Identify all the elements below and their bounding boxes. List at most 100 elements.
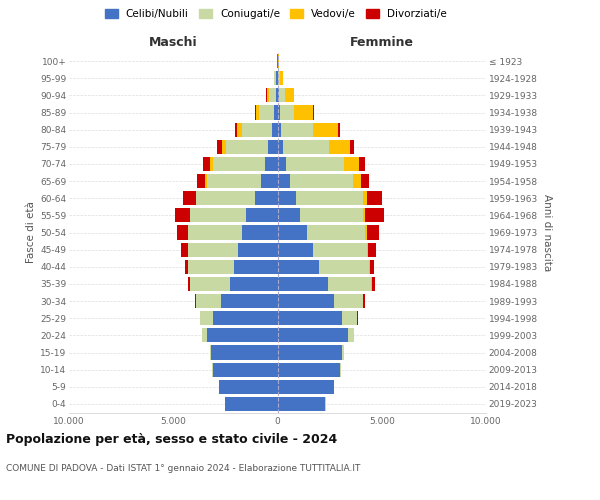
Bar	[357, 311, 358, 325]
Bar	[277, 397, 325, 411]
Bar	[277, 362, 340, 376]
Bar	[286, 157, 344, 171]
Bar	[242, 122, 272, 136]
Bar	[196, 191, 254, 205]
Bar	[313, 122, 338, 136]
Bar	[363, 208, 365, 222]
Bar	[203, 157, 210, 171]
Bar	[363, 294, 365, 308]
Bar	[280, 106, 294, 120]
Bar	[254, 191, 277, 205]
Y-axis label: Anni di nascita: Anni di nascita	[542, 194, 552, 271]
Bar	[200, 311, 213, 325]
Bar	[329, 140, 350, 154]
Bar	[222, 140, 226, 154]
Bar	[281, 122, 313, 136]
Bar	[254, 106, 256, 120]
Bar	[370, 260, 374, 274]
Bar	[285, 88, 293, 102]
Bar	[350, 140, 354, 154]
Bar	[278, 71, 280, 85]
Bar	[277, 380, 334, 394]
Bar	[210, 346, 211, 360]
Bar	[283, 140, 329, 154]
Bar	[342, 311, 357, 325]
Bar	[267, 88, 269, 102]
Bar	[353, 174, 361, 188]
Bar	[206, 328, 277, 342]
Bar	[237, 122, 242, 136]
Bar	[361, 174, 369, 188]
Bar	[277, 71, 278, 85]
Bar	[213, 311, 277, 325]
Bar	[196, 294, 221, 308]
Bar	[280, 71, 283, 85]
Bar	[277, 242, 313, 256]
Bar	[367, 242, 368, 256]
Text: Popolazione per età, sesso e stato civile - 2024: Popolazione per età, sesso e stato civil…	[6, 432, 337, 446]
Bar	[277, 260, 319, 274]
Bar	[277, 88, 279, 102]
Bar	[363, 191, 367, 205]
Bar	[190, 277, 230, 291]
Bar	[274, 71, 277, 85]
Bar	[359, 157, 365, 171]
Bar	[205, 174, 206, 188]
Bar	[277, 346, 342, 360]
Bar	[277, 294, 334, 308]
Text: Maschi: Maschi	[149, 36, 197, 49]
Bar	[261, 174, 277, 188]
Bar	[342, 346, 344, 360]
Bar	[277, 208, 301, 222]
Bar	[219, 380, 277, 394]
Bar	[277, 174, 290, 188]
Bar	[188, 277, 190, 291]
Bar	[210, 157, 213, 171]
Bar	[235, 122, 237, 136]
Bar	[175, 208, 190, 222]
Bar	[367, 191, 382, 205]
Bar	[276, 88, 277, 102]
Bar	[268, 140, 277, 154]
Bar	[368, 242, 376, 256]
Bar	[349, 328, 353, 342]
Bar	[213, 157, 265, 171]
Bar	[188, 242, 238, 256]
Bar	[226, 140, 268, 154]
Bar	[188, 260, 234, 274]
Bar	[365, 208, 384, 222]
Bar	[277, 328, 349, 342]
Bar	[279, 88, 285, 102]
Bar	[334, 294, 363, 308]
Bar	[344, 157, 359, 171]
Bar	[277, 157, 286, 171]
Bar	[274, 106, 277, 120]
Bar	[190, 208, 246, 222]
Bar	[294, 106, 313, 120]
Bar	[188, 226, 242, 239]
Bar	[307, 226, 365, 239]
Bar	[256, 106, 259, 120]
Bar	[371, 277, 374, 291]
Bar	[230, 277, 277, 291]
Bar	[313, 106, 314, 120]
Bar	[183, 191, 196, 205]
Bar	[365, 226, 367, 239]
Bar	[367, 226, 379, 239]
Bar	[277, 226, 307, 239]
Bar	[238, 242, 277, 256]
Bar	[319, 260, 369, 274]
Bar	[269, 88, 276, 102]
Bar	[277, 277, 328, 291]
Bar	[234, 260, 277, 274]
Bar	[217, 140, 222, 154]
Bar	[277, 311, 342, 325]
Legend: Celibi/Nubili, Coniugati/e, Vedovi/e, Divorziati/e: Celibi/Nubili, Coniugati/e, Vedovi/e, Di…	[101, 5, 451, 24]
Bar	[340, 362, 341, 376]
Bar	[206, 174, 261, 188]
Y-axis label: Fasce di età: Fasce di età	[26, 202, 36, 264]
Text: Femmine: Femmine	[350, 36, 414, 49]
Bar	[296, 191, 363, 205]
Bar	[338, 122, 340, 136]
Bar	[197, 174, 205, 188]
